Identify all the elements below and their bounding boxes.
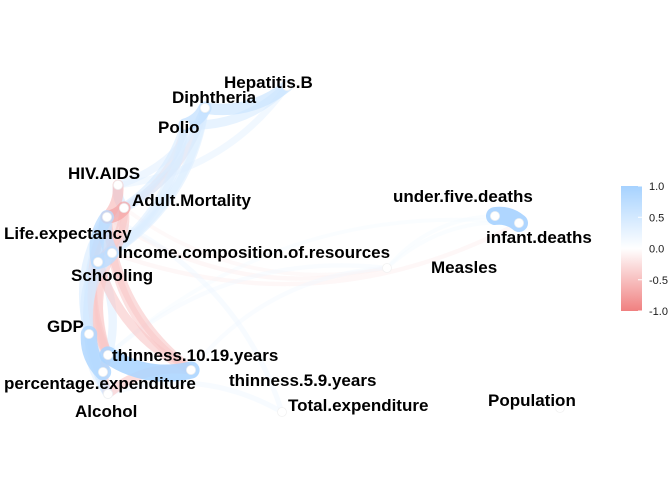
- legend-tick-label: 0.5: [649, 212, 664, 224]
- node-label-dip: Diphtheria: [172, 88, 257, 107]
- node-inc: [107, 248, 117, 258]
- node-hiv: [113, 180, 123, 190]
- legend-tick-label: -1.0: [649, 306, 668, 318]
- edge-inf-t10: [106, 217, 521, 357]
- node-label-inf: infant.deaths: [486, 228, 592, 247]
- node-pex: [98, 367, 108, 377]
- edge-sch-t59: [93, 257, 196, 375]
- edge-u5d-mea: [385, 214, 497, 270]
- node-u5d: [490, 211, 500, 221]
- node-pol: [180, 120, 190, 130]
- edge-lex-mea: [104, 214, 390, 281]
- edge-hiv-hep: [114, 82, 291, 189]
- edge-mea-t59: [188, 265, 390, 373]
- node-label-t10: thinness.10.19.years: [112, 346, 278, 365]
- edge-tex-alc: [105, 380, 285, 415]
- node-mea: [382, 263, 392, 273]
- node-tex: [277, 407, 287, 417]
- node-inf: [514, 218, 524, 228]
- node-gdp: [84, 329, 94, 339]
- node-hep: [282, 81, 292, 91]
- node-t59: [186, 365, 196, 375]
- node-label-t59: thinness.5.9.years: [229, 371, 376, 390]
- legend-ticks: 1.0 0.5 0.0 -0.5 -1.0: [638, 181, 668, 318]
- node-layer: [84, 81, 565, 417]
- node-t10: [103, 350, 113, 360]
- node-dip: [200, 103, 210, 113]
- node-pop: [555, 403, 565, 413]
- legend-tick-label: 0.0: [649, 244, 664, 256]
- node-alc: [103, 389, 113, 399]
- node-label-pol: Polio: [158, 118, 200, 137]
- edge-inc-inf: [109, 220, 522, 287]
- node-sch: [93, 257, 103, 267]
- legend-colorbar: [621, 186, 642, 311]
- legend-tick-label: 1.0: [649, 181, 664, 193]
- node-label-hiv: HIV.AIDS: [68, 164, 140, 183]
- node-lex: [102, 212, 112, 222]
- node-label-sch: Schooling: [71, 266, 153, 285]
- node-label-hep: Hepatitis.B: [224, 73, 313, 92]
- node-adm: [119, 203, 129, 213]
- node-label-lex: Life.expectancy: [4, 224, 132, 243]
- node-label-gdp: GDP: [47, 317, 84, 336]
- node-label-inc: Income.composition.of.resources: [118, 243, 390, 262]
- node-label-u5d: under.five.deaths: [393, 187, 533, 206]
- legend-tick-label: -0.5: [649, 275, 668, 287]
- node-label-mea: Measles: [431, 258, 497, 277]
- node-label-adm: Adult.Mortality: [132, 191, 252, 210]
- node-label-tex: Total.expenditure: [288, 396, 428, 415]
- edge-t10-t59: [99, 346, 200, 382]
- color-legend: 1.0 0.5 0.0 -0.5 -1.0: [621, 181, 668, 318]
- node-label-pex: percentage.expenditure: [4, 374, 196, 393]
- node-label-pop: Population: [488, 391, 576, 410]
- node-label-alc: Alcohol: [75, 402, 137, 421]
- edge-dip-hep: [199, 80, 293, 116]
- edge-adm-mea: [122, 206, 389, 277]
